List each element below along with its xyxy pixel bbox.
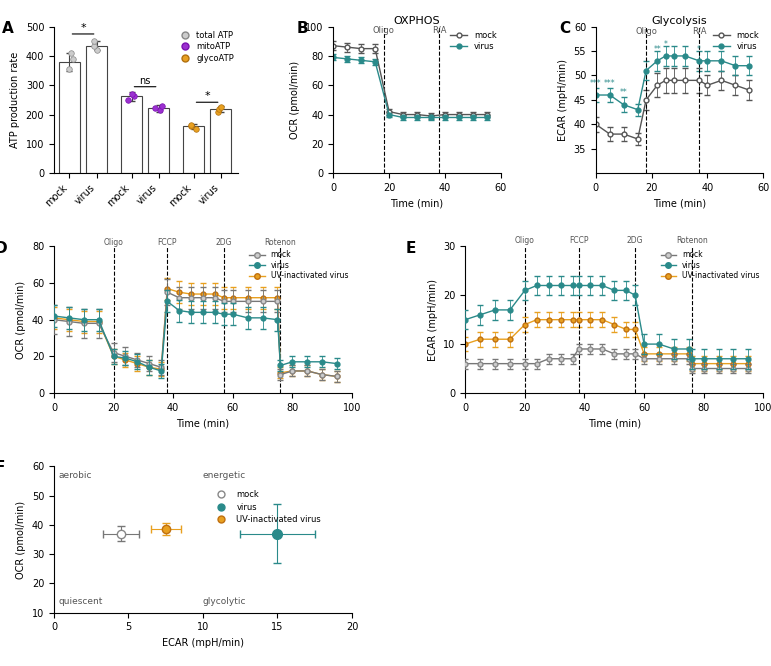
- Point: [88, 41, 100, 51]
- Point: [214, 102, 227, 113]
- Point: [126, 89, 139, 99]
- Point: [91, 45, 103, 55]
- Text: *: *: [697, 45, 701, 53]
- Point: [122, 95, 134, 105]
- Legend: mock, virus, UV-inactivated virus: mock, virus, UV-inactivated virus: [249, 250, 348, 280]
- Text: *: *: [80, 23, 86, 33]
- Text: energetic: energetic: [203, 471, 246, 480]
- Point: [154, 105, 167, 115]
- Text: ***: ***: [604, 79, 615, 88]
- Text: aerobic: aerobic: [59, 471, 92, 480]
- Point: [88, 36, 100, 47]
- Text: ns: ns: [140, 75, 151, 85]
- Text: 2DG: 2DG: [627, 236, 643, 244]
- Text: 2DG: 2DG: [216, 238, 232, 246]
- Bar: [121, 97, 142, 173]
- Text: Oligo: Oligo: [515, 236, 535, 244]
- Text: **: **: [620, 89, 628, 97]
- Bar: [148, 108, 170, 173]
- Legend: total ATP, mitoATP, glycoATP: total ATP, mitoATP, glycoATP: [177, 31, 234, 63]
- Text: Rotenon: Rotenon: [676, 236, 708, 244]
- Bar: [183, 127, 204, 173]
- Y-axis label: OCR (pmol/min): OCR (pmol/min): [16, 280, 26, 359]
- Title: OXPHOS: OXPHOS: [394, 16, 440, 26]
- Point: [128, 90, 140, 101]
- Text: R/A: R/A: [692, 27, 706, 36]
- X-axis label: Time (min): Time (min): [177, 418, 230, 428]
- Point: [149, 103, 161, 113]
- Text: B: B: [297, 21, 308, 36]
- Point: [65, 48, 77, 59]
- Text: R/A: R/A: [432, 25, 446, 35]
- Text: A: A: [2, 21, 14, 36]
- Text: *: *: [664, 39, 668, 49]
- Y-axis label: ECAR (mpH/min): ECAR (mpH/min): [428, 278, 438, 361]
- Text: Oligo: Oligo: [372, 25, 395, 35]
- Title: Glycolysis: Glycolysis: [651, 16, 707, 26]
- Legend: mock, virus: mock, virus: [713, 31, 759, 51]
- Text: C: C: [559, 21, 571, 36]
- X-axis label: Time (min): Time (min): [588, 418, 641, 428]
- X-axis label: Time (min): Time (min): [390, 198, 443, 208]
- Bar: [59, 62, 80, 173]
- Y-axis label: OCR (pmol/min): OCR (pmol/min): [16, 500, 26, 579]
- Text: **: **: [653, 45, 661, 53]
- Text: FCCP: FCCP: [157, 238, 177, 246]
- Text: D: D: [0, 240, 7, 256]
- Point: [67, 53, 79, 64]
- Point: [185, 121, 197, 132]
- Text: F: F: [0, 460, 5, 476]
- Text: E: E: [406, 240, 416, 256]
- Text: Oligo: Oligo: [635, 27, 657, 36]
- X-axis label: Time (min): Time (min): [653, 198, 706, 208]
- Point: [62, 64, 75, 75]
- Legend: mock, virus, UV-inactivated virus: mock, virus, UV-inactivated virus: [661, 250, 759, 280]
- Text: *: *: [204, 91, 210, 101]
- Point: [190, 123, 202, 134]
- X-axis label: ECAR (mpH/min): ECAR (mpH/min): [162, 638, 244, 648]
- Point: [157, 101, 169, 111]
- Text: glycolytic: glycolytic: [203, 597, 247, 606]
- Text: Rotenon: Rotenon: [264, 238, 296, 246]
- Text: Oligo: Oligo: [103, 238, 123, 246]
- Y-axis label: ECAR (mpH/min): ECAR (mpH/min): [558, 59, 568, 141]
- Bar: [86, 46, 107, 173]
- Y-axis label: ATP production rate: ATP production rate: [10, 52, 20, 148]
- Point: [212, 107, 224, 117]
- Text: quiescent: quiescent: [59, 597, 103, 606]
- Legend: mock, virus, UV-inactivated virus: mock, virus, UV-inactivated virus: [213, 490, 322, 524]
- Text: FCCP: FCCP: [569, 236, 588, 244]
- Bar: [210, 109, 231, 173]
- Point: [185, 119, 197, 130]
- Text: ***: ***: [590, 79, 601, 88]
- Legend: mock, virus: mock, virus: [450, 31, 497, 51]
- Y-axis label: OCR (pmol/min): OCR (pmol/min): [290, 61, 300, 139]
- Point: [213, 103, 225, 114]
